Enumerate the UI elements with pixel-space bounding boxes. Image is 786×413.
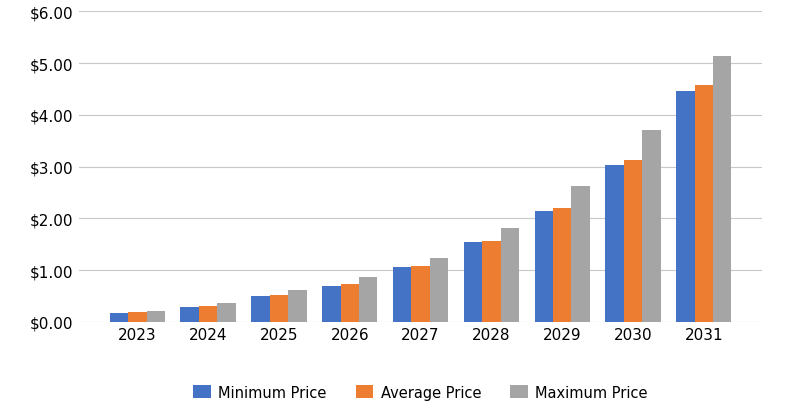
Legend: Minimum Price, Average Price, Maximum Price: Minimum Price, Average Price, Maximum Pr…	[188, 379, 653, 406]
Bar	[181, 308, 199, 322]
Bar	[110, 313, 128, 322]
Bar	[571, 186, 590, 322]
Bar	[252, 297, 270, 322]
Bar	[624, 161, 642, 322]
Bar	[676, 92, 695, 322]
Bar	[501, 228, 519, 322]
Bar	[464, 242, 482, 322]
Bar	[217, 303, 236, 322]
Bar	[199, 306, 217, 322]
Bar	[642, 131, 660, 322]
Bar	[482, 241, 501, 322]
Bar	[340, 285, 359, 322]
Bar	[288, 290, 307, 322]
Bar	[534, 211, 553, 322]
Bar	[128, 312, 146, 322]
Bar	[430, 259, 448, 322]
Bar	[695, 86, 713, 322]
Bar	[605, 166, 624, 322]
Bar	[270, 295, 288, 322]
Bar	[393, 267, 411, 322]
Bar	[553, 209, 571, 322]
Bar	[146, 311, 165, 322]
Bar	[713, 57, 731, 322]
Bar	[359, 277, 377, 322]
Bar	[322, 286, 340, 322]
Bar	[411, 266, 430, 322]
